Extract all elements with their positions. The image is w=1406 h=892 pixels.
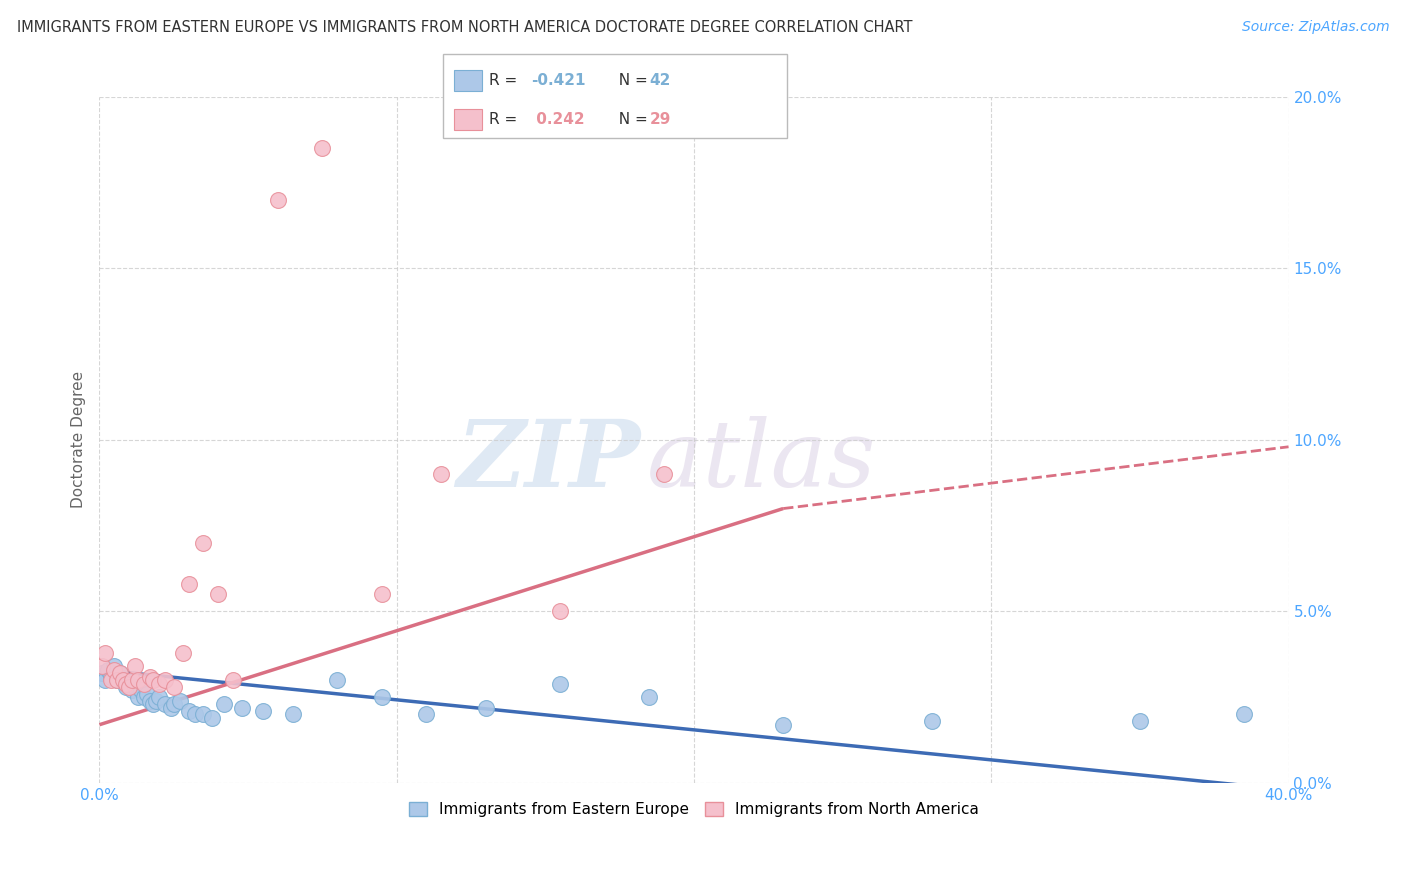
Text: Source: ZipAtlas.com: Source: ZipAtlas.com <box>1241 20 1389 34</box>
Point <box>153 697 176 711</box>
Point <box>91 659 114 673</box>
Point <box>103 663 125 677</box>
Point <box>132 676 155 690</box>
Text: R =: R = <box>489 73 523 88</box>
Point <box>159 700 181 714</box>
Point <box>207 587 229 601</box>
Point <box>148 676 170 690</box>
Point <box>548 676 571 690</box>
Point <box>193 707 215 722</box>
Point <box>172 646 194 660</box>
Point <box>121 673 143 687</box>
Point <box>115 676 138 690</box>
Point <box>177 577 200 591</box>
Point <box>214 697 236 711</box>
Text: 29: 29 <box>650 112 671 128</box>
Text: N =: N = <box>609 112 652 128</box>
Point <box>139 694 162 708</box>
Point <box>94 673 117 687</box>
Point <box>136 687 159 701</box>
Point <box>148 690 170 705</box>
Point <box>110 666 132 681</box>
Text: -0.421: -0.421 <box>531 73 586 88</box>
Point <box>772 717 794 731</box>
Point <box>105 673 128 687</box>
Point <box>142 673 165 687</box>
Point <box>371 587 394 601</box>
Text: ZIP: ZIP <box>456 416 641 506</box>
Point <box>145 694 167 708</box>
Point <box>142 697 165 711</box>
Point <box>124 680 146 694</box>
Text: IMMIGRANTS FROM EASTERN EUROPE VS IMMIGRANTS FROM NORTH AMERICA DOCTORATE DEGREE: IMMIGRANTS FROM EASTERN EUROPE VS IMMIGR… <box>17 20 912 35</box>
Point <box>121 683 143 698</box>
Text: atlas: atlas <box>647 416 876 506</box>
Point <box>177 704 200 718</box>
Point <box>371 690 394 705</box>
Point <box>94 646 117 660</box>
Point <box>132 690 155 705</box>
Point <box>127 690 149 705</box>
Point <box>475 700 498 714</box>
Point <box>100 670 122 684</box>
Text: N =: N = <box>609 73 652 88</box>
Point <box>118 676 141 690</box>
Point <box>124 659 146 673</box>
Point <box>153 673 176 687</box>
Point <box>1129 714 1152 729</box>
Point <box>169 694 191 708</box>
Point <box>415 707 437 722</box>
Point <box>281 707 304 722</box>
Text: 0.242: 0.242 <box>531 112 585 128</box>
Point <box>105 673 128 687</box>
Y-axis label: Doctorate Degree: Doctorate Degree <box>72 371 86 508</box>
Point <box>127 673 149 687</box>
Point <box>112 673 135 687</box>
Point <box>163 697 186 711</box>
Point <box>110 666 132 681</box>
Point <box>231 700 253 714</box>
Point <box>163 680 186 694</box>
Text: R =: R = <box>489 112 523 128</box>
Point <box>326 673 349 687</box>
Point <box>638 690 661 705</box>
Point <box>129 683 152 698</box>
Point <box>100 673 122 687</box>
Point <box>921 714 943 729</box>
Point <box>430 467 453 482</box>
Point <box>252 704 274 718</box>
Point <box>222 673 245 687</box>
Point <box>548 605 571 619</box>
Point <box>91 666 114 681</box>
Point <box>112 673 135 687</box>
Point <box>139 670 162 684</box>
Point <box>1233 707 1256 722</box>
Point <box>103 659 125 673</box>
Point <box>311 141 333 155</box>
Point <box>183 707 205 722</box>
Point <box>115 680 138 694</box>
Point <box>118 680 141 694</box>
Point <box>652 467 675 482</box>
Point <box>201 711 224 725</box>
Legend: Immigrants from Eastern Europe, Immigrants from North America: Immigrants from Eastern Europe, Immigran… <box>402 797 986 823</box>
Point <box>267 193 290 207</box>
Point <box>193 536 215 550</box>
Point <box>97 663 120 677</box>
Text: 42: 42 <box>650 73 671 88</box>
